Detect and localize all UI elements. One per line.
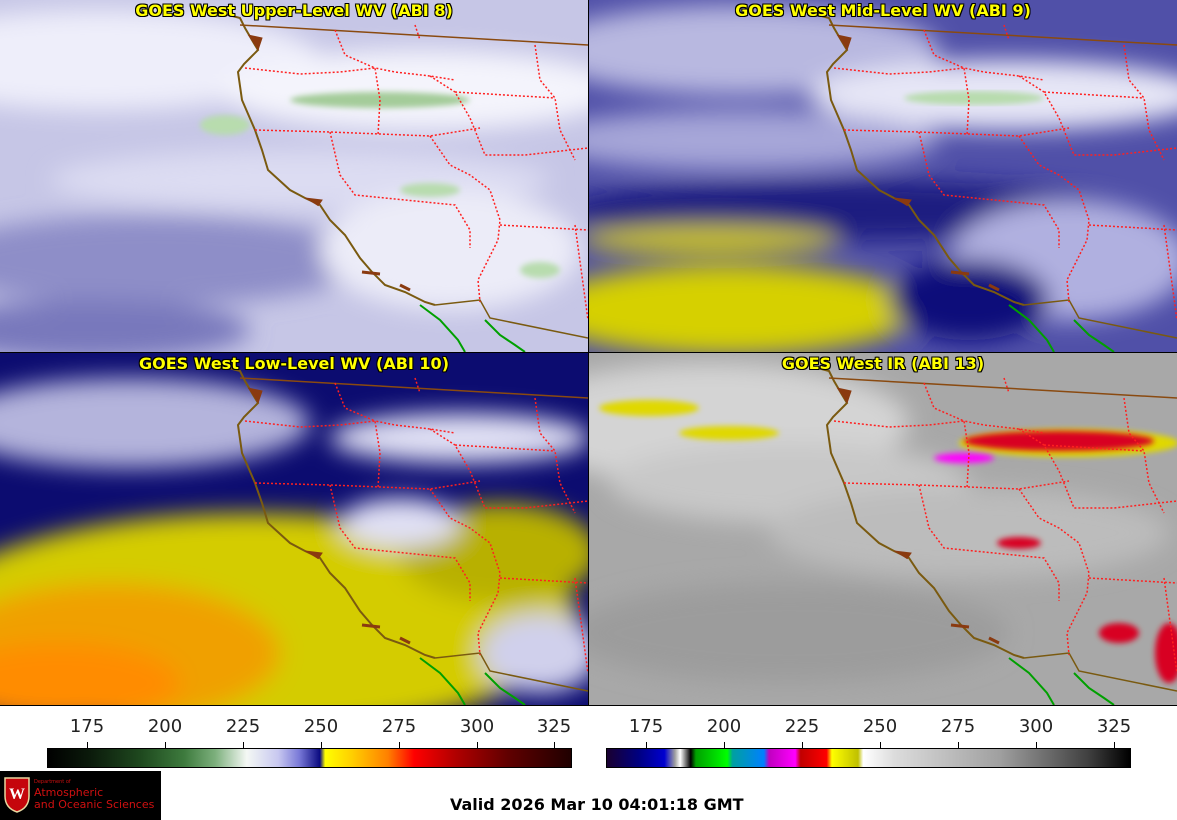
tick-label: 275	[940, 716, 976, 737]
tick-mark	[802, 742, 803, 748]
low-level-wv-image	[0, 353, 588, 705]
low-level-wv-panel: GOES West Low-Level WV (ABI 10)	[0, 353, 588, 705]
tick-label: 225	[225, 716, 261, 737]
tick-label: 175	[628, 716, 664, 737]
mid-level-wv-panel: GOES West Mid-Level WV (ABI 9)	[589, 0, 1177, 352]
svg-text:W: W	[9, 786, 25, 803]
logo-line-oceanic: and Oceanic Sciences	[34, 798, 155, 811]
ir-panel: GOES West IR (ABI 13)	[589, 353, 1177, 705]
valid-time-label: Valid 2026 Mar 10 04:01:18 GMT	[450, 795, 744, 814]
panel-title: GOES West Low-Level WV (ABI 10)	[138, 354, 449, 373]
tick-label: 200	[706, 716, 742, 737]
tick-mark	[399, 742, 400, 748]
tick-mark	[165, 742, 166, 748]
logo-line-atmospheric: Atmospheric	[34, 786, 104, 799]
tick-label: 250	[303, 716, 339, 737]
tick-mark	[958, 742, 959, 748]
colorbar-ir	[606, 748, 1131, 768]
ir-image	[589, 353, 1177, 705]
tick-mark	[87, 742, 88, 748]
tick-label: 175	[69, 716, 105, 737]
uw-crest-icon: W	[4, 777, 30, 813]
tick-label: 300	[459, 716, 495, 737]
mid-level-wv-image	[589, 0, 1177, 352]
panel-title: GOES West IR (ABI 13)	[781, 354, 985, 373]
tick-label: 275	[381, 716, 417, 737]
panel-divider-bottom	[0, 705, 1177, 706]
logo-dept-label: Department of	[34, 779, 71, 785]
aos-logo: W Department of Atmospheric and Oceanic …	[0, 771, 161, 820]
upper-level-wv-panel: GOES West Upper-Level WV (ABI 8)	[0, 0, 588, 352]
panel-divider-horizontal	[0, 352, 1177, 353]
panel-title: GOES West Upper-Level WV (ABI 8)	[135, 1, 453, 20]
tick-mark	[1114, 742, 1115, 748]
tick-mark	[321, 742, 322, 748]
colorbar-wv	[47, 748, 572, 768]
panel-divider-vertical	[588, 0, 589, 706]
tick-mark	[554, 742, 555, 748]
tick-label: 200	[147, 716, 183, 737]
tick-mark	[646, 742, 647, 748]
tick-label: 325	[1096, 716, 1132, 737]
upper-level-wv-image	[0, 0, 588, 352]
tick-label: 225	[784, 716, 820, 737]
tick-mark	[724, 742, 725, 748]
tick-mark	[1036, 742, 1037, 748]
tick-label: 300	[1018, 716, 1054, 737]
panel-title: GOES West Mid-Level WV (ABI 9)	[735, 1, 1031, 20]
tick-label: 250	[862, 716, 898, 737]
tick-mark	[880, 742, 881, 748]
tick-mark	[243, 742, 244, 748]
tick-mark	[477, 742, 478, 748]
tick-label: 325	[536, 716, 572, 737]
